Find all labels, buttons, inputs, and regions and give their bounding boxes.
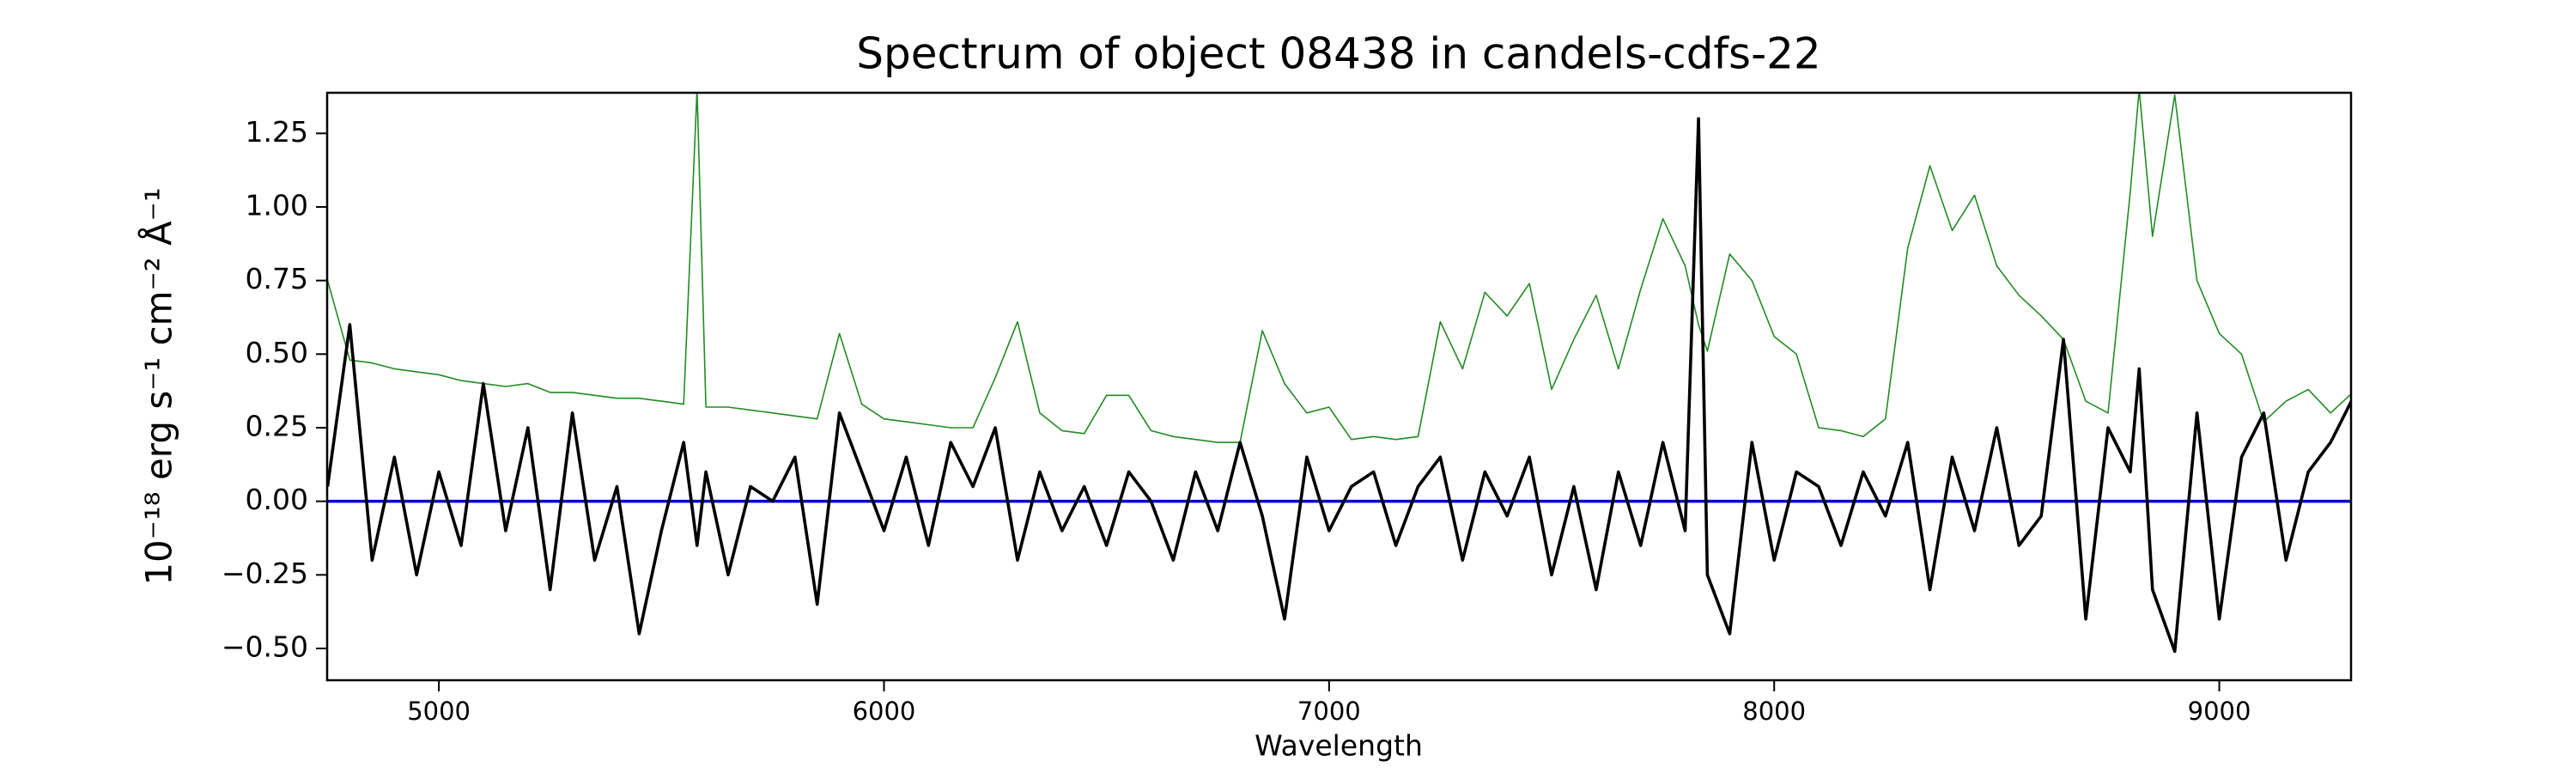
axes-frame [325,91,2353,682]
x-tick-label: 5000 [407,697,471,726]
y-tick-label: 0.50 [246,336,308,369]
y-tick-label: 1.25 [246,115,308,149]
x-tick-label: 6000 [853,697,916,726]
x-tick-label: 9000 [2188,697,2251,726]
y-tick-label: 1.00 [246,188,308,222]
x-axis-label: Wavelength [1255,729,1423,763]
chart-title: Spectrum of object 08438 in candels-cdfs… [856,29,1821,79]
spectrum-line [327,93,2351,443]
spectrum-line [327,117,2351,654]
y-tick-label: 0.00 [246,483,308,516]
plot-area [327,93,2351,654]
x-tick-label: 8000 [1742,697,1806,726]
y-tick-label: 0.75 [246,262,308,295]
y-tick-label: −0.25 [222,557,308,590]
y-axis-label: 10⁻¹⁸ erg s⁻¹ cm⁻² Å⁻¹ [137,187,180,585]
y-tick-label: 0.25 [246,409,308,442]
y-tick-label: −0.50 [222,630,308,663]
x-tick-label: 7000 [1297,697,1361,726]
